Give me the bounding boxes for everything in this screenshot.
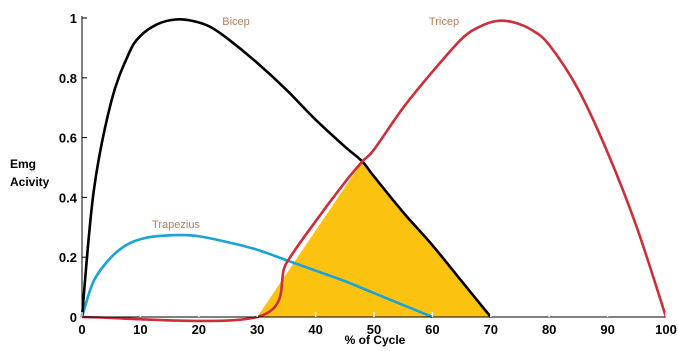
x-tick-label: 70: [484, 322, 498, 337]
x-tick-label: 0: [78, 322, 85, 337]
x-tick-label: 80: [542, 322, 556, 337]
series-label-tricep: Tricep: [429, 16, 459, 28]
x-axis-title: % of Cycle: [345, 333, 406, 347]
y-axis-title-line-2: Acivity: [10, 175, 50, 189]
series-layer: [80, 18, 668, 323]
x-tick-label: 40: [308, 322, 322, 337]
series-line-trapezius: [80, 233, 433, 319]
y-axis-title-line-1: Emg: [10, 157, 36, 171]
y-tick-label: 0.6: [59, 131, 77, 146]
y-tick-label: 0.4: [59, 190, 78, 205]
y-tick-label: 0: [70, 310, 77, 325]
y-tick-label: 0.8: [59, 71, 77, 86]
x-tick-label: 60: [425, 322, 439, 337]
labels: % of Cycle Emg Acivity Bicep Tricep Trap…: [10, 16, 459, 347]
overlap-shaded-region: [257, 161, 491, 317]
overlap-region-layer: [257, 161, 491, 317]
series-label-bicep: Bicep: [222, 16, 250, 28]
x-tick-label: 100: [655, 322, 677, 337]
x-tick-label: 50: [367, 322, 381, 337]
x-tick-label: 90: [600, 322, 614, 337]
x-tick-label: 10: [133, 322, 147, 337]
y-tick-label: 1: [70, 11, 77, 26]
y-tick-label: 0.2: [59, 250, 77, 265]
x-tick-label: 20: [192, 322, 206, 337]
x-tick-label: 30: [250, 322, 264, 337]
series-label-trapezius: Trapezius: [152, 219, 200, 231]
ticks: 0 10 20 30 40 50 60 70 80 90 100 0 0.2 0.4 0.6 0.8 1: [59, 11, 677, 337]
series-line-tricep: [81, 19, 668, 323]
series-line-bicep: [80, 18, 492, 318]
